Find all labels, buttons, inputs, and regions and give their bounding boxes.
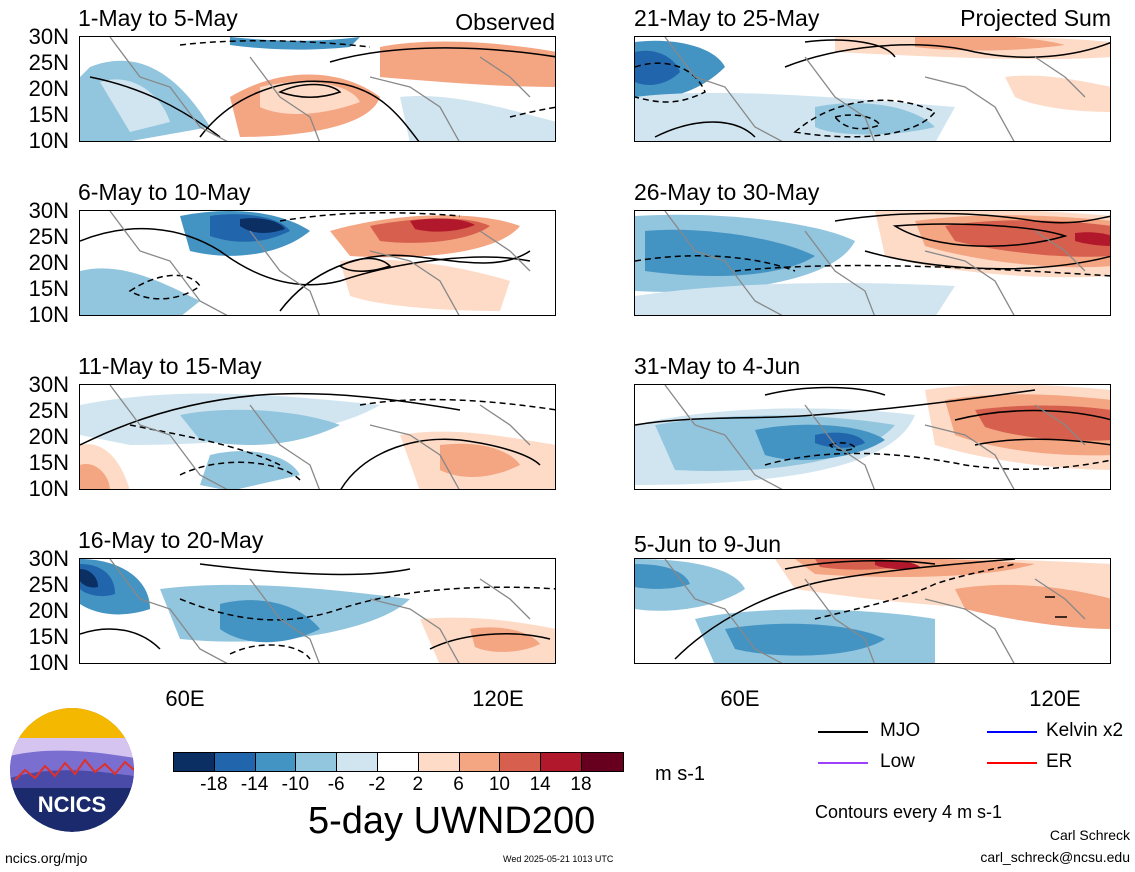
colorbar-swatch	[174, 753, 215, 771]
lon-label: 120E	[472, 686, 524, 711]
colorbar-swatch	[296, 753, 338, 771]
map-panel-right-3	[634, 384, 1111, 490]
colorbar-tick-label: -2	[368, 774, 386, 795]
colorbar-tick-label: -6	[327, 774, 345, 795]
map-panel-right-1	[634, 36, 1111, 142]
lat-label: 25N	[28, 398, 69, 423]
panel-title-right-1: 21-May to 25-May	[634, 5, 820, 31]
lat-label: 25N	[28, 572, 69, 597]
colorbar-swatch	[500, 753, 542, 771]
map-panel-right-4	[634, 558, 1111, 664]
lat-label: 15N	[28, 624, 69, 649]
lat-label: 10N	[28, 476, 69, 501]
lat-label: 20N	[28, 598, 69, 623]
panel-title-right-4: 5-Jun to 9-Jun	[634, 531, 782, 557]
panel-title-right-2: 26-May to 30-May	[634, 179, 820, 205]
lon-label: 120E	[1029, 686, 1081, 711]
lat-label: 25N	[28, 224, 69, 249]
colorbar-tick-label: -10	[281, 774, 310, 795]
panel-title-left-3: 11-May to 15-May	[78, 353, 262, 379]
lat-label: 30N	[28, 198, 69, 223]
lat-label: 20N	[28, 424, 69, 449]
lat-label: 20N	[28, 76, 69, 101]
legend-line-kelvin	[987, 731, 1037, 733]
map-panel-left-3	[79, 384, 556, 490]
credit-name: Carl Schreck	[1049, 827, 1130, 843]
colorbar-swatch	[541, 753, 582, 771]
lon-label: 60E	[165, 686, 205, 711]
panel-title-left-1: 1-May to 5-May	[78, 5, 238, 31]
legend-label-kelvin: Kelvin x2	[1046, 720, 1124, 741]
colorbar-tick-label: 2	[412, 774, 424, 795]
map-panel-left-2	[79, 210, 556, 316]
colorbar-swatch	[581, 753, 623, 771]
colorbar-swatch	[214, 753, 256, 771]
figure-title: 5-day UWND200	[308, 800, 596, 842]
ncics-logo: NCICS	[10, 708, 134, 832]
lat-label: 30N	[28, 546, 69, 571]
colorbar-swatch	[418, 753, 460, 771]
lat-label: 10N	[28, 650, 69, 675]
site-link[interactable]: ncics.org/mjo	[5, 850, 88, 866]
legend-line-low	[818, 762, 868, 764]
lon-label: 60E	[720, 686, 760, 711]
lat-label: 10N	[28, 128, 69, 153]
colorbar-tick-label: 6	[453, 774, 464, 795]
lat-label: 15N	[28, 276, 69, 301]
panel-tag-observed: Observed	[455, 9, 555, 35]
colorbar-tick-label: 14	[529, 774, 551, 795]
colorbar-swatch	[459, 753, 501, 771]
lat-label: 15N	[28, 102, 69, 127]
legend-line-mjo	[818, 731, 868, 733]
panel-title-right-3: 31-May to 4-Jun	[634, 353, 801, 379]
panel-title-left-4: 16-May to 20-May	[78, 527, 264, 553]
lat-label: 20N	[28, 250, 69, 275]
timestamp: Wed 2025-05-21 1013 UTC	[503, 854, 614, 864]
units-label: m s-1	[655, 763, 705, 785]
credit-email: carl_schreck@ncsu.edu	[980, 849, 1130, 865]
map-panel-right-2	[634, 210, 1111, 316]
colorbar-swatch	[337, 753, 378, 771]
map-panel-left-4	[79, 558, 556, 664]
colorbar	[173, 752, 624, 772]
colorbar-tick-label: 10	[488, 774, 510, 795]
legend-line-er	[987, 762, 1037, 764]
legend-label-mjo: MJO	[880, 720, 921, 741]
colorbar-tick-label: -18	[200, 774, 228, 795]
contour-note: Contours every 4 m s-1	[815, 802, 1003, 822]
colorbar-swatch	[377, 753, 419, 771]
map-panel-left-1	[79, 36, 556, 142]
lat-label: 30N	[28, 372, 69, 397]
panel-title-left-2: 6-May to 10-May	[78, 179, 251, 205]
lat-label: 25N	[28, 50, 69, 75]
colorbar-swatch	[255, 753, 297, 771]
lat-label: 10N	[28, 302, 69, 327]
lat-label: 15N	[28, 450, 69, 475]
colorbar-tick-label: -14	[240, 774, 269, 795]
colorbar-tick-label: 18	[570, 774, 592, 795]
logo-text: NCICS	[38, 792, 106, 817]
lat-label: 30N	[28, 24, 69, 49]
panel-tag-projected-sum: Projected Sum	[960, 5, 1111, 31]
legend-label-low: Low	[880, 751, 915, 772]
legend-label-er: ER	[1046, 751, 1073, 772]
